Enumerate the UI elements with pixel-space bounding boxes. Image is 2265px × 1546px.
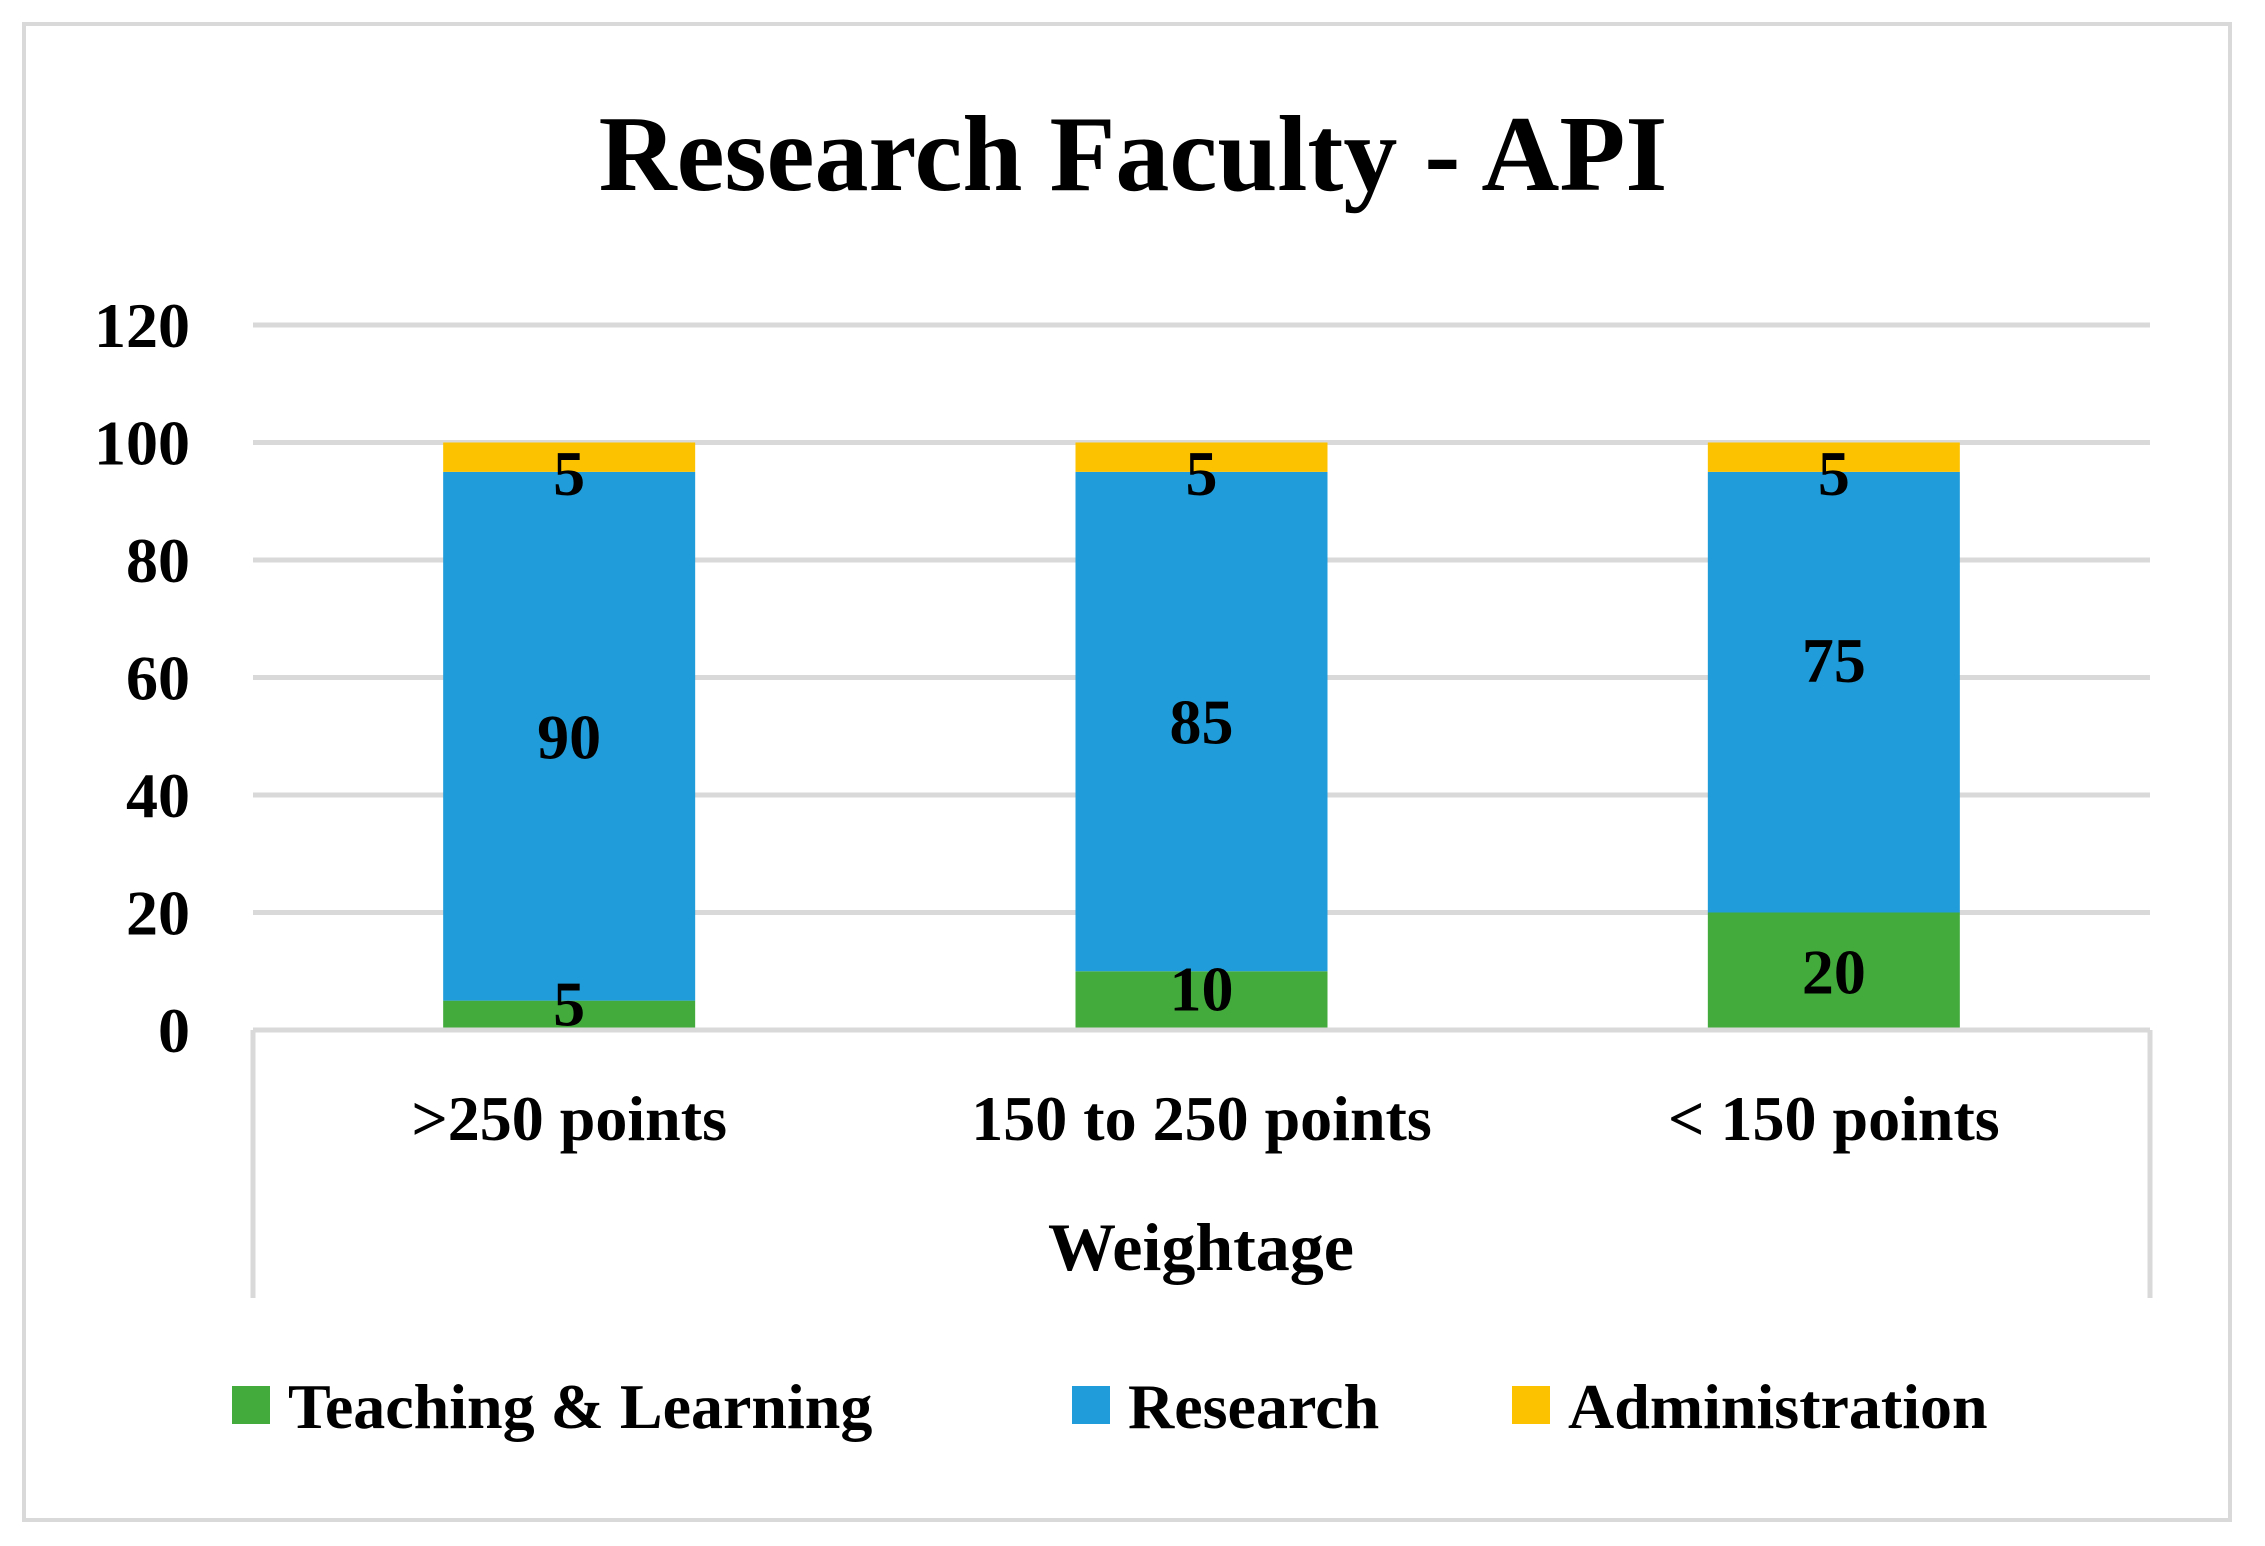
data-label: 75 [1802, 625, 1866, 696]
legend-label: Administration [1568, 1371, 1988, 1442]
legend-label: Teaching & Learning [288, 1371, 872, 1442]
y-tick-label: 0 [158, 995, 190, 1066]
x-axis: >250 points 150 to 250 points < 150 points [250, 1027, 2153, 1298]
y-axis: 0 20 40 60 80 100 120 [94, 290, 190, 1066]
bar-segment [1075, 971, 1328, 1030]
bar-segment [443, 1000, 696, 1030]
y-tick-label: 20 [126, 878, 190, 949]
bar-segment [1707, 912, 1960, 1030]
bar-segment [1707, 442, 1960, 472]
y-tick-label: 120 [94, 290, 190, 361]
y-tick-label: 40 [126, 760, 190, 831]
x-tick-label: < 150 points [1668, 1083, 2000, 1154]
data-label: 5 [1818, 438, 1850, 509]
bar-segment [1075, 471, 1328, 972]
data-label: 20 [1802, 936, 1866, 1007]
y-tick-label: 100 [94, 408, 190, 479]
y-tick-label: 60 [126, 643, 190, 714]
legend: Teaching & Learning Research Administratio… [232, 1371, 1988, 1442]
chart-title: Research Faculty - API [599, 95, 1668, 214]
data-label: 85 [1170, 687, 1234, 758]
legend-swatch [1512, 1386, 1550, 1424]
legend-swatch [1072, 1386, 1110, 1424]
x-tick-label: 150 to 250 points [971, 1083, 1432, 1154]
bar-segment [1707, 471, 1960, 913]
bar-segment [1075, 442, 1328, 472]
bars [443, 442, 1960, 1030]
data-label: 5 [1186, 438, 1218, 509]
y-tick-label: 80 [126, 525, 190, 596]
x-tick-label: >250 points [411, 1083, 727, 1154]
data-labels: 5 90 5 10 85 5 20 75 5 [537, 438, 1866, 1039]
legend-label: Research [1128, 1371, 1379, 1442]
data-label: 90 [537, 701, 601, 772]
bar-segment [443, 442, 696, 472]
data-label: 5 [553, 438, 585, 509]
legend-swatch [232, 1386, 270, 1424]
x-axis-title: Weightage [1048, 1209, 1354, 1285]
data-label: 10 [1170, 954, 1234, 1025]
bar-segment [443, 471, 696, 1001]
data-label: 5 [553, 968, 585, 1039]
